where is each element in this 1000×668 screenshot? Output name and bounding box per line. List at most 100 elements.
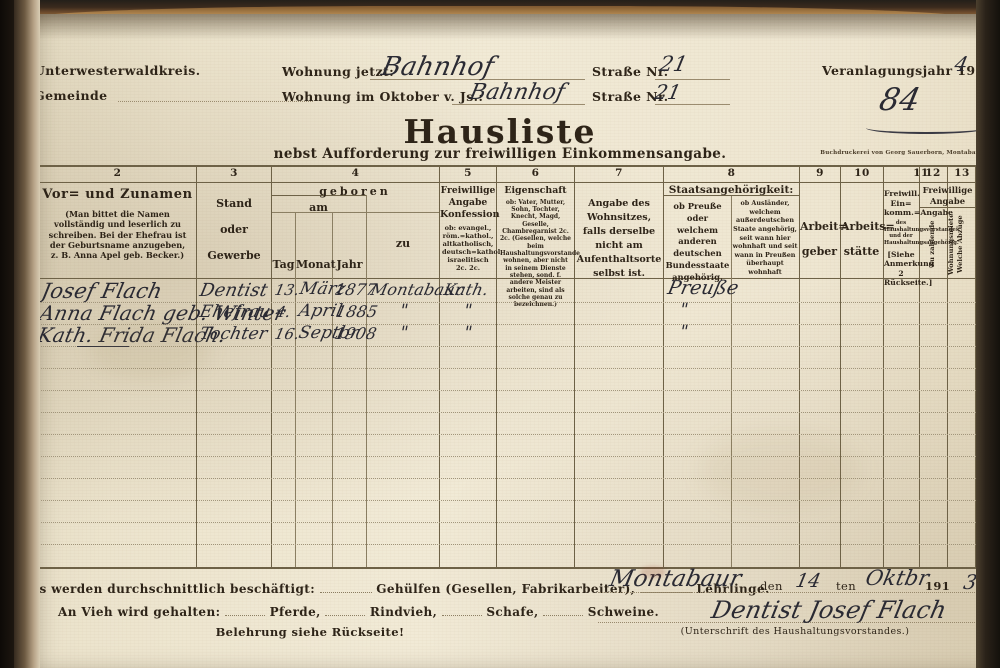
row2-birthplace: " [397, 301, 411, 321]
col4-am-underline [272, 195, 366, 196]
header-col2-title: Vor= und Zunamen [42, 187, 193, 202]
header-col4-monat: Monat [296, 258, 336, 271]
header-col8-citizenship: Staatsangehörigkeit: [664, 184, 798, 196]
header-col9-employer: Arbeit= geber [800, 220, 848, 258]
handwritten-street-no-october: 21 [652, 80, 684, 104]
livestock-label-a: An Vieh wird gehalten: [58, 605, 221, 619]
header-col4-zu-label: zu [395, 237, 411, 250]
header-col8-left-note: ob Preuße oder welchem anderen deutschen… [665, 201, 730, 282]
row-line-2 [14, 324, 976, 325]
row2-day: 4. [274, 303, 293, 321]
handwritten-street-no-current: 21 [657, 52, 690, 76]
handwritten-current-residence: Bahnhof [378, 52, 497, 82]
row3-occupation: Tochter [197, 324, 270, 344]
col-divider-tag-monat [295, 212, 296, 567]
employees-label-a: Es werden durchschnittlich beschäftigt: [30, 582, 316, 596]
census-table: 1 2 3 4 5 6 7 8 9 10 11 12 13 [14, 165, 1000, 569]
col-divider-9-10 [840, 165, 841, 568]
row3-birthplace: " [397, 323, 411, 343]
october-residence-label: Wohnung im Oktober v. Js.: [282, 89, 484, 104]
row3-citizenship: " [677, 322, 691, 342]
row3-name-underline [77, 346, 129, 347]
table-bottom-border [14, 567, 976, 569]
handwritten-month: Oktbr [863, 566, 932, 590]
signature-place-date-rule [598, 592, 983, 593]
header-col8-right: ob Ausländer, welchem außerdeutschen Sta… [732, 199, 798, 277]
header-col11-income: Freiwill. Ein= komm.=Angabe des Haushalt… [884, 189, 959, 288]
instruction-notice: Belehrung siehe Rückseite! [215, 625, 405, 639]
col-divider-12-13 [947, 165, 948, 568]
header-col5-line2: Angabe [448, 196, 488, 208]
header-col11-line3: [Siehe [887, 249, 915, 259]
livestock-blank-4 [543, 604, 584, 616]
assessment-year-label: Veranlagungsjahr 191 [822, 63, 985, 78]
column-number-12: 12 [925, 167, 941, 179]
header-col8-left: ob Preuße oder welchem anderen deutschen… [665, 201, 730, 283]
col-divider-4-5 [439, 165, 440, 568]
column-number-7: 7 [615, 167, 623, 179]
row1-confession: Kath. [441, 280, 491, 299]
col-divider-8-9 [799, 165, 800, 568]
handwritten-place: Montabaur [607, 566, 744, 592]
header-col4-title: geboren [319, 185, 391, 198]
header-col6-note: ob: Vater, Mutter, Sohn, Tochter, Knecht… [500, 198, 580, 309]
header-col7-domicile: Angabe des Wohnsitzes, falls derselbe ni… [576, 197, 662, 280]
handwritten-october-residence: Bahnhof [467, 80, 568, 105]
col-divider-7-8 [663, 165, 664, 568]
residence-ruleline-current [370, 79, 585, 80]
header-col11-line2: komm.=Angabe [884, 208, 953, 218]
col-divider-am-zu [366, 195, 367, 567]
date-ten-label: ten [836, 579, 857, 593]
header-col2-names: Vor= und Zunamen (Man bittet die Namen v… [42, 187, 193, 260]
livestock-blank-1 [224, 604, 265, 616]
row-line-6 [14, 412, 976, 413]
header-col4-monat-label: Monat [296, 258, 336, 271]
signature-rule [598, 622, 983, 623]
row2-citizenship: " [677, 300, 691, 320]
livestock-line: An Vieh wird gehalten: Pferde, Rindvieh,… [58, 604, 659, 619]
row-line-7 [14, 434, 976, 435]
date-den-label: den [760, 579, 783, 593]
municipality-label: Gemeinde [34, 88, 108, 103]
paper-sheet [26, 14, 978, 668]
row3-confession: " [461, 323, 475, 343]
column-number-10: 10 [854, 167, 870, 179]
column-number-9: 9 [816, 167, 824, 179]
header-col10-workplace: Arbeits= stätte [841, 220, 895, 258]
header-col8-title: Staatsangehörigkeit: [668, 184, 794, 196]
paper-top-shadow [26, 14, 978, 40]
header-col9-line2: geber [801, 245, 838, 258]
header-col6-title: Eigenschaft [504, 185, 567, 196]
table-right-border [975, 165, 976, 568]
district-label: Unterwesterwaldkreis. [34, 63, 201, 78]
header-col3-line3: Gewerbe [207, 249, 261, 262]
row-line-3 [14, 346, 976, 347]
column-number-13: 13 [954, 167, 970, 179]
header-col4-jahr: Jahr [333, 258, 366, 271]
row1-citizenship: Preuße [665, 277, 741, 299]
handwritten-underline-flourish [866, 122, 986, 134]
header-col4-am-label: am [309, 201, 328, 214]
header-col5-line3: Konfession [440, 209, 500, 220]
header-col3-line2: oder [220, 223, 248, 236]
row1-occupation: Dentist [197, 280, 270, 301]
header-col12-13-line1: Freiwillige [922, 185, 973, 195]
header-col3-occupation: Stand oder Gewerbe [198, 197, 270, 262]
header-col6-capacity: Eigenschaft ob: Vater, Mutter, Sohn, Toc… [498, 185, 580, 309]
column-number-6: 6 [531, 167, 540, 179]
handwritten-signature: Dentist Josef Flach [709, 596, 950, 624]
col-divider-monat-jahr [332, 212, 333, 567]
page-title: Hausliste [0, 112, 1000, 151]
header-col11-line5: Rückseite.] [884, 278, 933, 288]
book-binding-shadow [0, 0, 14, 668]
row2-confession: " [461, 301, 475, 321]
col12-13-title-underline [920, 207, 975, 208]
row-line-9 [14, 478, 976, 479]
row1-day: 13. [273, 281, 302, 299]
col-divider-11-12 [919, 165, 920, 568]
header-col4-zu: zu [367, 237, 439, 250]
printer-credit: Buchdruckerei von Georg Sauerborn, Monta… [820, 150, 985, 156]
livestock-blank-3 [441, 604, 482, 616]
row2-year: 1885 [333, 302, 380, 321]
street-no-label-october: Straße Nr. [592, 89, 669, 104]
